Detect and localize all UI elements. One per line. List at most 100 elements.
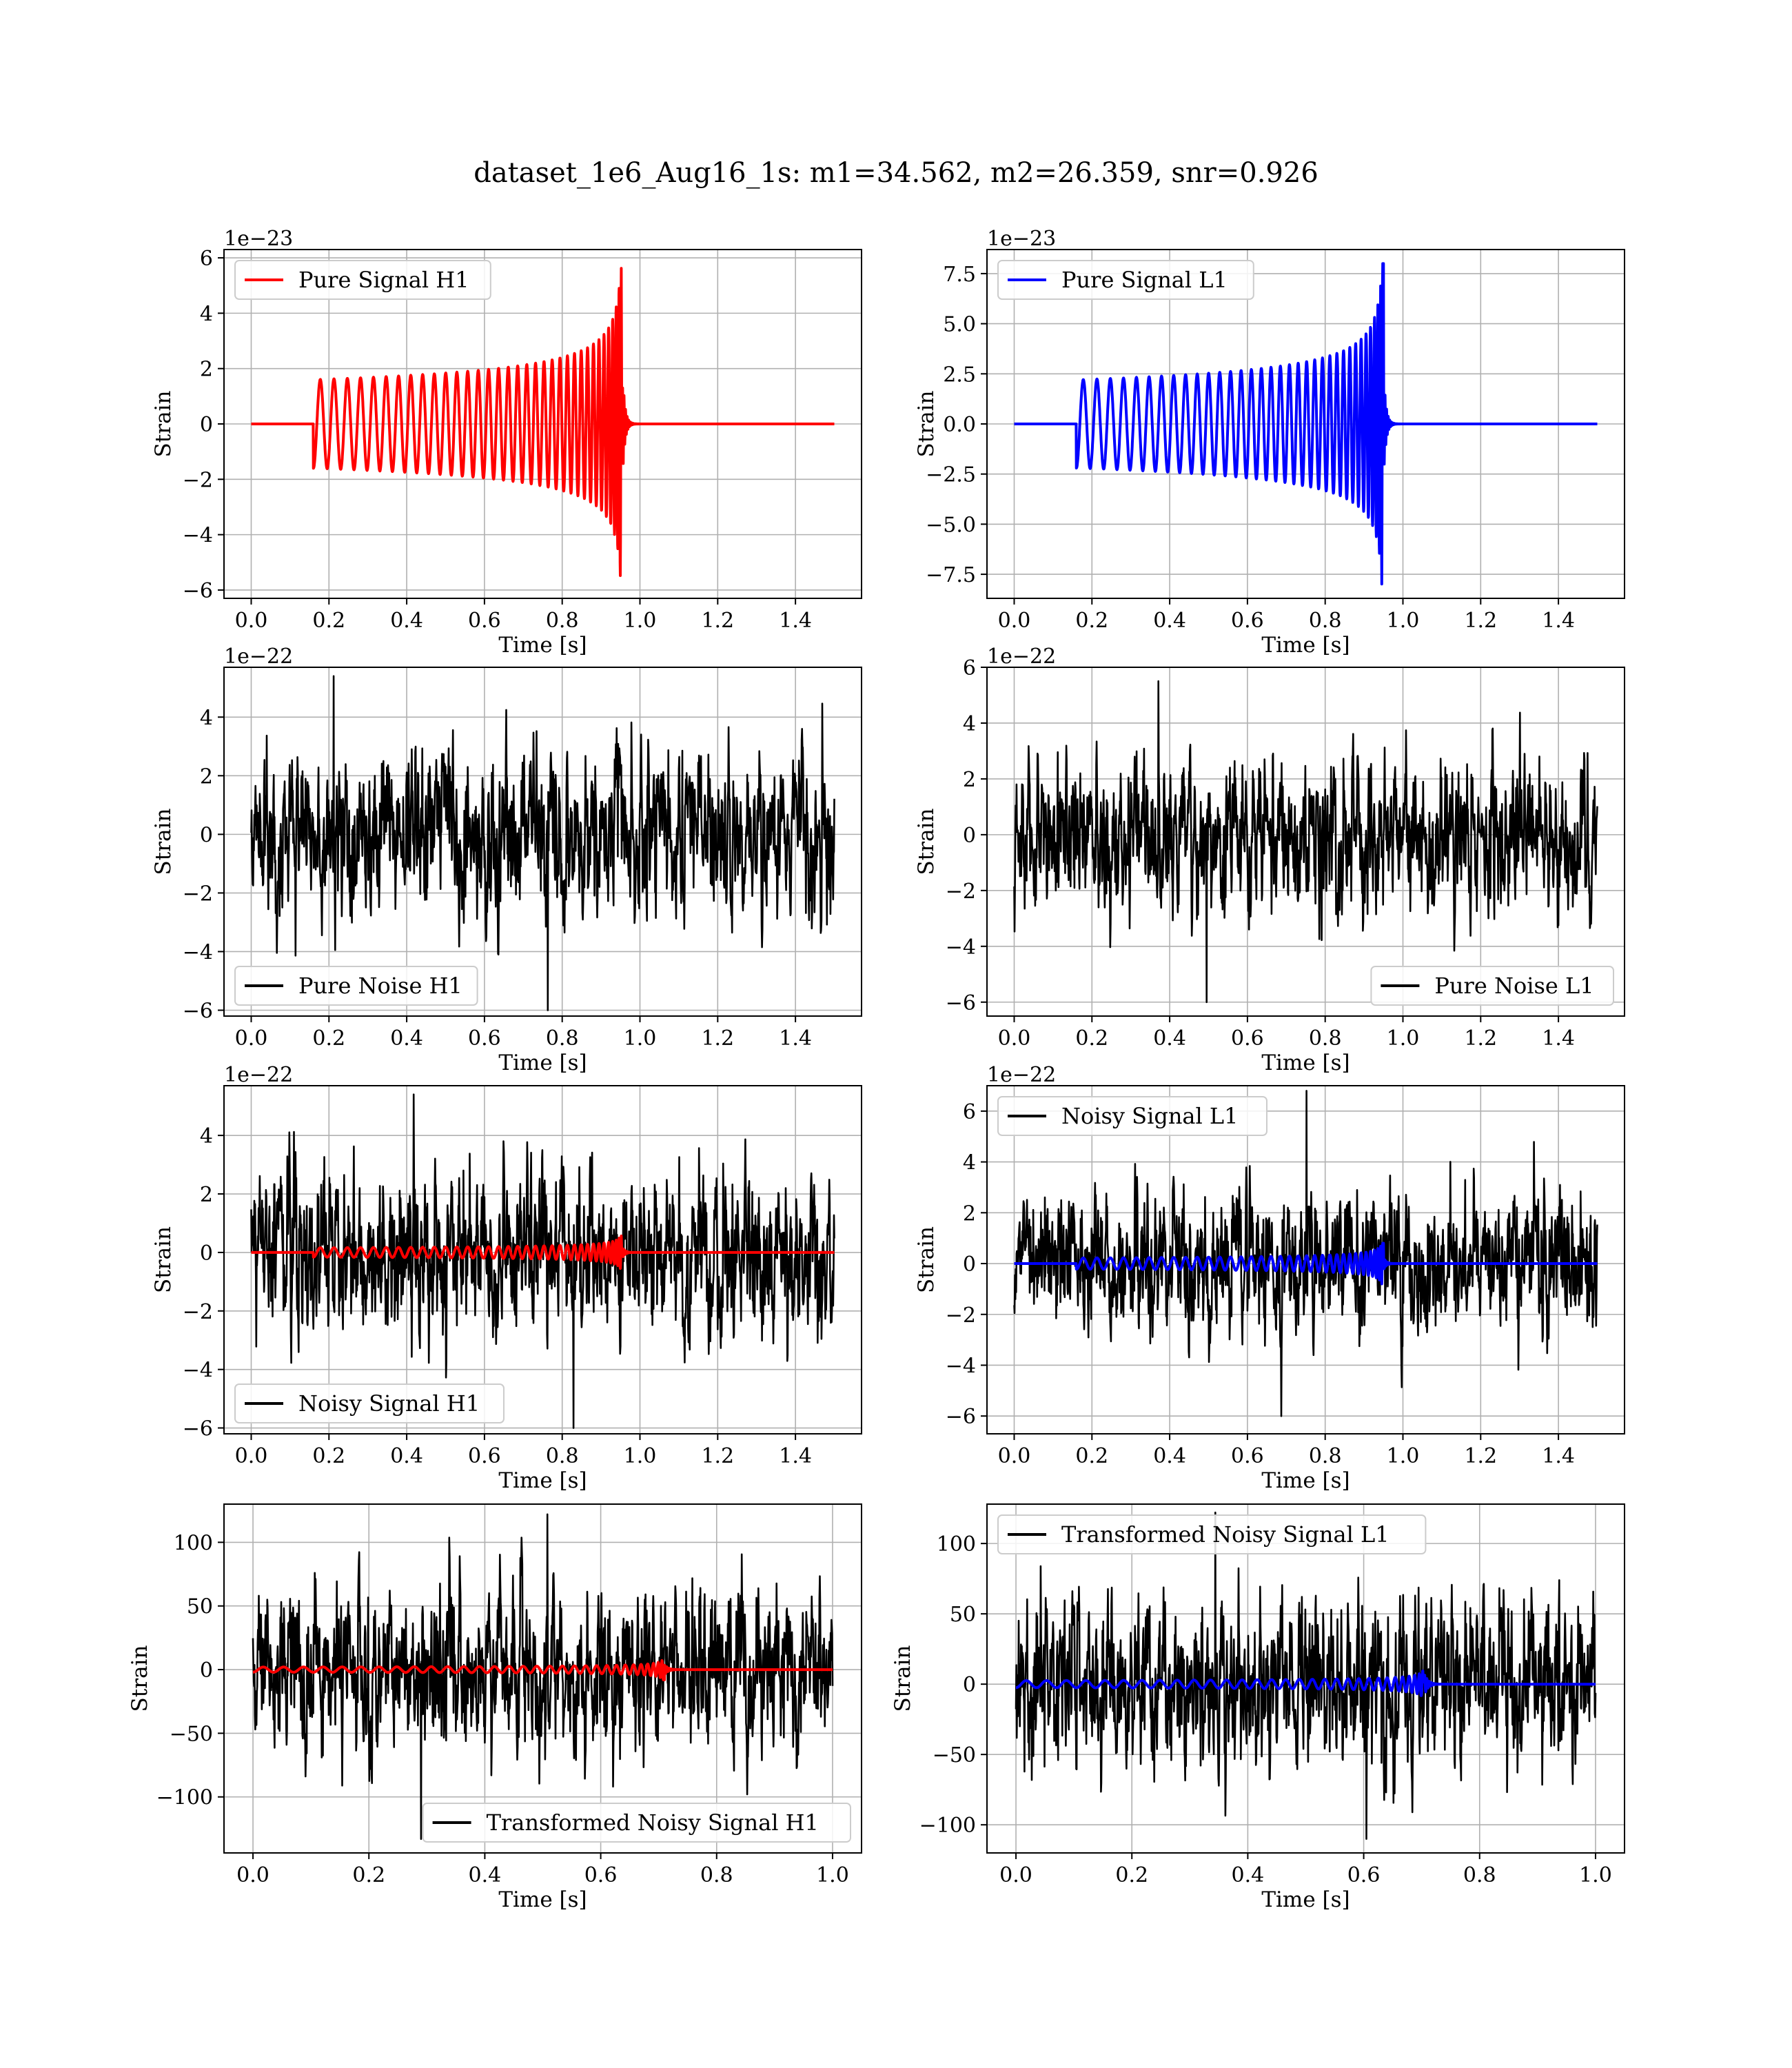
- transformed-noisy-signal-h1-overlay-series: [252, 1659, 834, 1681]
- y-tick-label: −4: [946, 935, 976, 960]
- legend-box: [234, 260, 491, 300]
- x-tick-label: 0.8: [546, 1444, 579, 1468]
- y-tick-label: 2: [963, 768, 976, 792]
- y-tick-label: −50: [170, 1722, 213, 1746]
- x-tick-label: 0.6: [468, 609, 501, 633]
- x-tick-label: 0.4: [469, 1863, 502, 1887]
- x-tick-label: 0.2: [1115, 1863, 1148, 1887]
- x-tick-label: 0.6: [1231, 1026, 1264, 1051]
- x-tick-label: 0.8: [1309, 609, 1342, 633]
- y-tick-label: −2: [946, 1304, 976, 1328]
- legend-box: [1370, 966, 1615, 1006]
- y-tick-label: 0: [200, 823, 213, 847]
- legend: Transformed Noisy Signal H1: [422, 1803, 851, 1843]
- legend: Pure Signal L1: [997, 260, 1254, 300]
- x-tick-label: 1.0: [1387, 1026, 1420, 1051]
- x-tick-label: 1.2: [1464, 1444, 1497, 1468]
- legend: Transformed Noisy Signal L1: [997, 1514, 1427, 1554]
- noisy-signal-l1-series: [1013, 1090, 1598, 1417]
- x-tick-label: 0.8: [700, 1863, 733, 1887]
- y-tick-label: 4: [963, 1151, 976, 1175]
- y-tick-label: 100: [174, 1531, 213, 1555]
- x-tick-label: 0.0: [235, 1026, 268, 1051]
- y-tick-label: 5.0: [943, 313, 976, 337]
- x-tick-label: 0.0: [235, 609, 268, 633]
- offset-text: 1e−22: [987, 1063, 1056, 1087]
- legend-label: Pure Noise L1: [1434, 973, 1594, 999]
- y-tick-label: 7.5: [943, 263, 976, 287]
- y-tick-label: 4: [200, 1124, 213, 1148]
- x-tick-label: 1.4: [779, 1444, 812, 1468]
- y-tick-label: −7.5: [926, 563, 976, 587]
- x-tick-label: 0.6: [1231, 1444, 1264, 1468]
- y-axis-label: Strain: [890, 1645, 915, 1712]
- legend-label: Pure Signal H1: [298, 267, 469, 293]
- y-tick-label: 6: [963, 1100, 976, 1124]
- pure-noise-l1-series: [1013, 680, 1598, 1004]
- x-tick-label: 0.4: [1232, 1863, 1265, 1887]
- y-axis-label: Strain: [914, 391, 939, 458]
- pure-signal-l1-series: [1012, 262, 1599, 586]
- x-tick-label: 0.2: [1075, 1026, 1108, 1051]
- x-tick-label: 0.4: [1153, 1444, 1186, 1468]
- y-tick-label: −100: [156, 1786, 213, 1810]
- x-tick-label: 0.4: [390, 1444, 423, 1468]
- x-tick-label: 0.2: [1075, 1444, 1108, 1468]
- x-tick-label: 1.0: [1387, 1444, 1420, 1468]
- x-tick-label: 0.2: [312, 1444, 345, 1468]
- y-axis-label: Strain: [914, 1226, 939, 1293]
- y-tick-label: −2: [183, 468, 213, 492]
- y-axis-label: Strain: [151, 809, 176, 875]
- legend-label: Pure Noise H1: [298, 973, 462, 999]
- x-tick-label: 0.2: [312, 1026, 345, 1051]
- y-tick-label: −2: [946, 880, 976, 904]
- offset-text: 1e−22: [224, 1063, 293, 1087]
- x-tick-label: 1.4: [779, 609, 812, 633]
- pure-signal-h1-series: [250, 267, 836, 577]
- plot-frame: [223, 1503, 862, 1854]
- x-tick-label: 0.8: [1463, 1863, 1496, 1887]
- legend-label: Noisy Signal L1: [1061, 1103, 1239, 1129]
- noisy-signal-h1-series: [250, 1093, 835, 1429]
- x-tick-label: 0.0: [999, 1863, 1032, 1887]
- x-axis-label: Time [s]: [1261, 633, 1350, 658]
- legend-box: [997, 1514, 1427, 1554]
- x-tick-label: 1.0: [1387, 609, 1420, 633]
- y-axis-label: Strain: [128, 1645, 152, 1712]
- y-tick-label: 0: [200, 413, 213, 437]
- y-tick-label: −5.0: [926, 513, 976, 537]
- x-tick-label: 0.4: [390, 609, 423, 633]
- x-axis-label: Time [s]: [1261, 1051, 1350, 1075]
- y-tick-label: 0: [200, 1659, 213, 1683]
- x-tick-label: 0.4: [1153, 1026, 1186, 1051]
- x-tick-label: 0.8: [546, 1026, 579, 1051]
- x-tick-label: 1.4: [1542, 1444, 1575, 1468]
- figure-title: dataset_1e6_Aug16_1s: m1=34.562, m2=26.3…: [474, 157, 1318, 189]
- y-tick-label: 0: [963, 1253, 976, 1277]
- x-tick-label: 1.2: [701, 609, 734, 633]
- y-tick-label: 50: [187, 1595, 213, 1619]
- legend: Pure Signal H1: [234, 260, 491, 300]
- legend-box: [997, 1096, 1267, 1136]
- y-tick-label: −6: [183, 1417, 213, 1441]
- y-tick-label: 2: [200, 358, 213, 382]
- x-tick-label: 0.2: [352, 1863, 385, 1887]
- y-tick-label: −6: [183, 579, 213, 603]
- x-tick-label: 0.8: [1309, 1026, 1342, 1051]
- x-tick-label: 0.8: [546, 609, 579, 633]
- x-tick-label: 0.4: [1153, 609, 1186, 633]
- x-tick-label: 1.4: [779, 1026, 812, 1051]
- x-tick-label: 1.4: [1542, 1026, 1575, 1051]
- x-tick-label: 0.6: [468, 1026, 501, 1051]
- x-tick-label: 1.4: [1542, 609, 1575, 633]
- x-axis-label: Time [s]: [498, 1468, 587, 1493]
- legend-box: [234, 1383, 505, 1423]
- y-tick-label: −4: [946, 1354, 976, 1378]
- x-tick-label: 1.0: [816, 1863, 849, 1887]
- y-tick-label: 6: [200, 247, 213, 271]
- x-tick-label: 0.0: [236, 1863, 269, 1887]
- transformed-noisy-signal-h1-series: [252, 1513, 834, 1840]
- y-tick-label: −4: [183, 940, 213, 964]
